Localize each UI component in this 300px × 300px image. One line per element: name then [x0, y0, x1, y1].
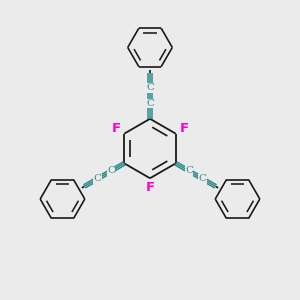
Text: C: C: [199, 174, 206, 183]
Text: F: F: [179, 122, 188, 135]
Text: C: C: [107, 167, 115, 176]
Text: F: F: [112, 122, 121, 135]
Text: F: F: [146, 181, 154, 194]
Text: C: C: [146, 99, 154, 108]
Text: C: C: [185, 167, 193, 176]
Text: C: C: [146, 83, 154, 92]
Text: C: C: [94, 174, 101, 183]
